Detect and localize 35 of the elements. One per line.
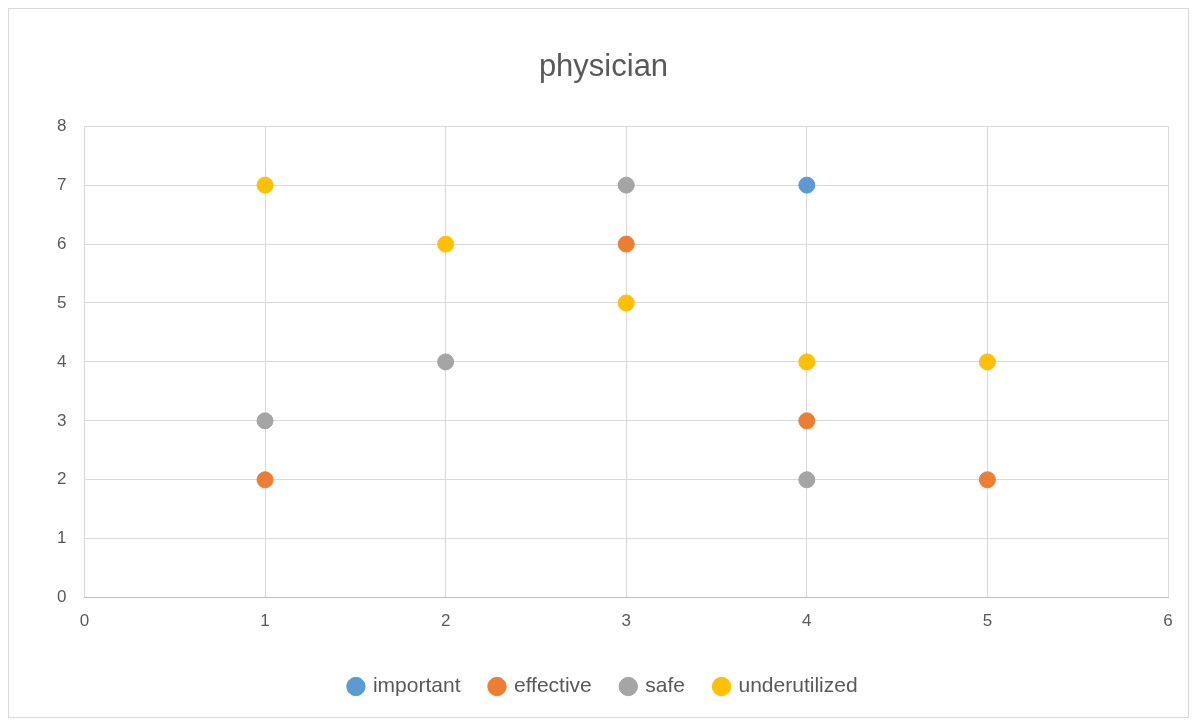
point xyxy=(617,294,635,312)
chart-title: physician xyxy=(538,48,669,84)
y-tick-label: 8 xyxy=(56,115,67,135)
y-tick-label: 2 xyxy=(56,469,67,489)
y-tick-label: 5 xyxy=(56,292,67,312)
legend-label: important xyxy=(372,673,461,697)
point xyxy=(798,471,816,489)
point xyxy=(437,353,455,371)
x-tick-label: 4 xyxy=(802,611,812,631)
legend-label: underutilized xyxy=(738,673,858,697)
y-tick-label: 4 xyxy=(56,351,67,371)
y-tick-label: 7 xyxy=(56,174,67,194)
x-tick-label: 6 xyxy=(1163,611,1173,631)
point xyxy=(798,412,816,430)
x-tick-label: 1 xyxy=(260,611,270,631)
legend-label: safe xyxy=(645,673,685,697)
y-tick-label: 6 xyxy=(56,233,67,253)
y-tick-label: 1 xyxy=(56,528,67,548)
legend-label: effective xyxy=(513,673,592,697)
point xyxy=(256,471,274,489)
x-tick-label: 3 xyxy=(621,611,631,631)
point xyxy=(978,471,996,489)
y-tick-label: 0 xyxy=(56,587,67,607)
y-tick-label: 3 xyxy=(56,410,67,430)
point xyxy=(798,353,816,371)
x-tick-label: 5 xyxy=(982,611,993,631)
point xyxy=(256,176,274,194)
point xyxy=(256,412,274,430)
point xyxy=(617,235,635,253)
point xyxy=(978,353,996,371)
point xyxy=(437,235,455,253)
point xyxy=(798,176,816,194)
point xyxy=(617,176,635,194)
x-tick-label: 2 xyxy=(440,611,451,631)
x-tick-label: 0 xyxy=(79,611,90,631)
